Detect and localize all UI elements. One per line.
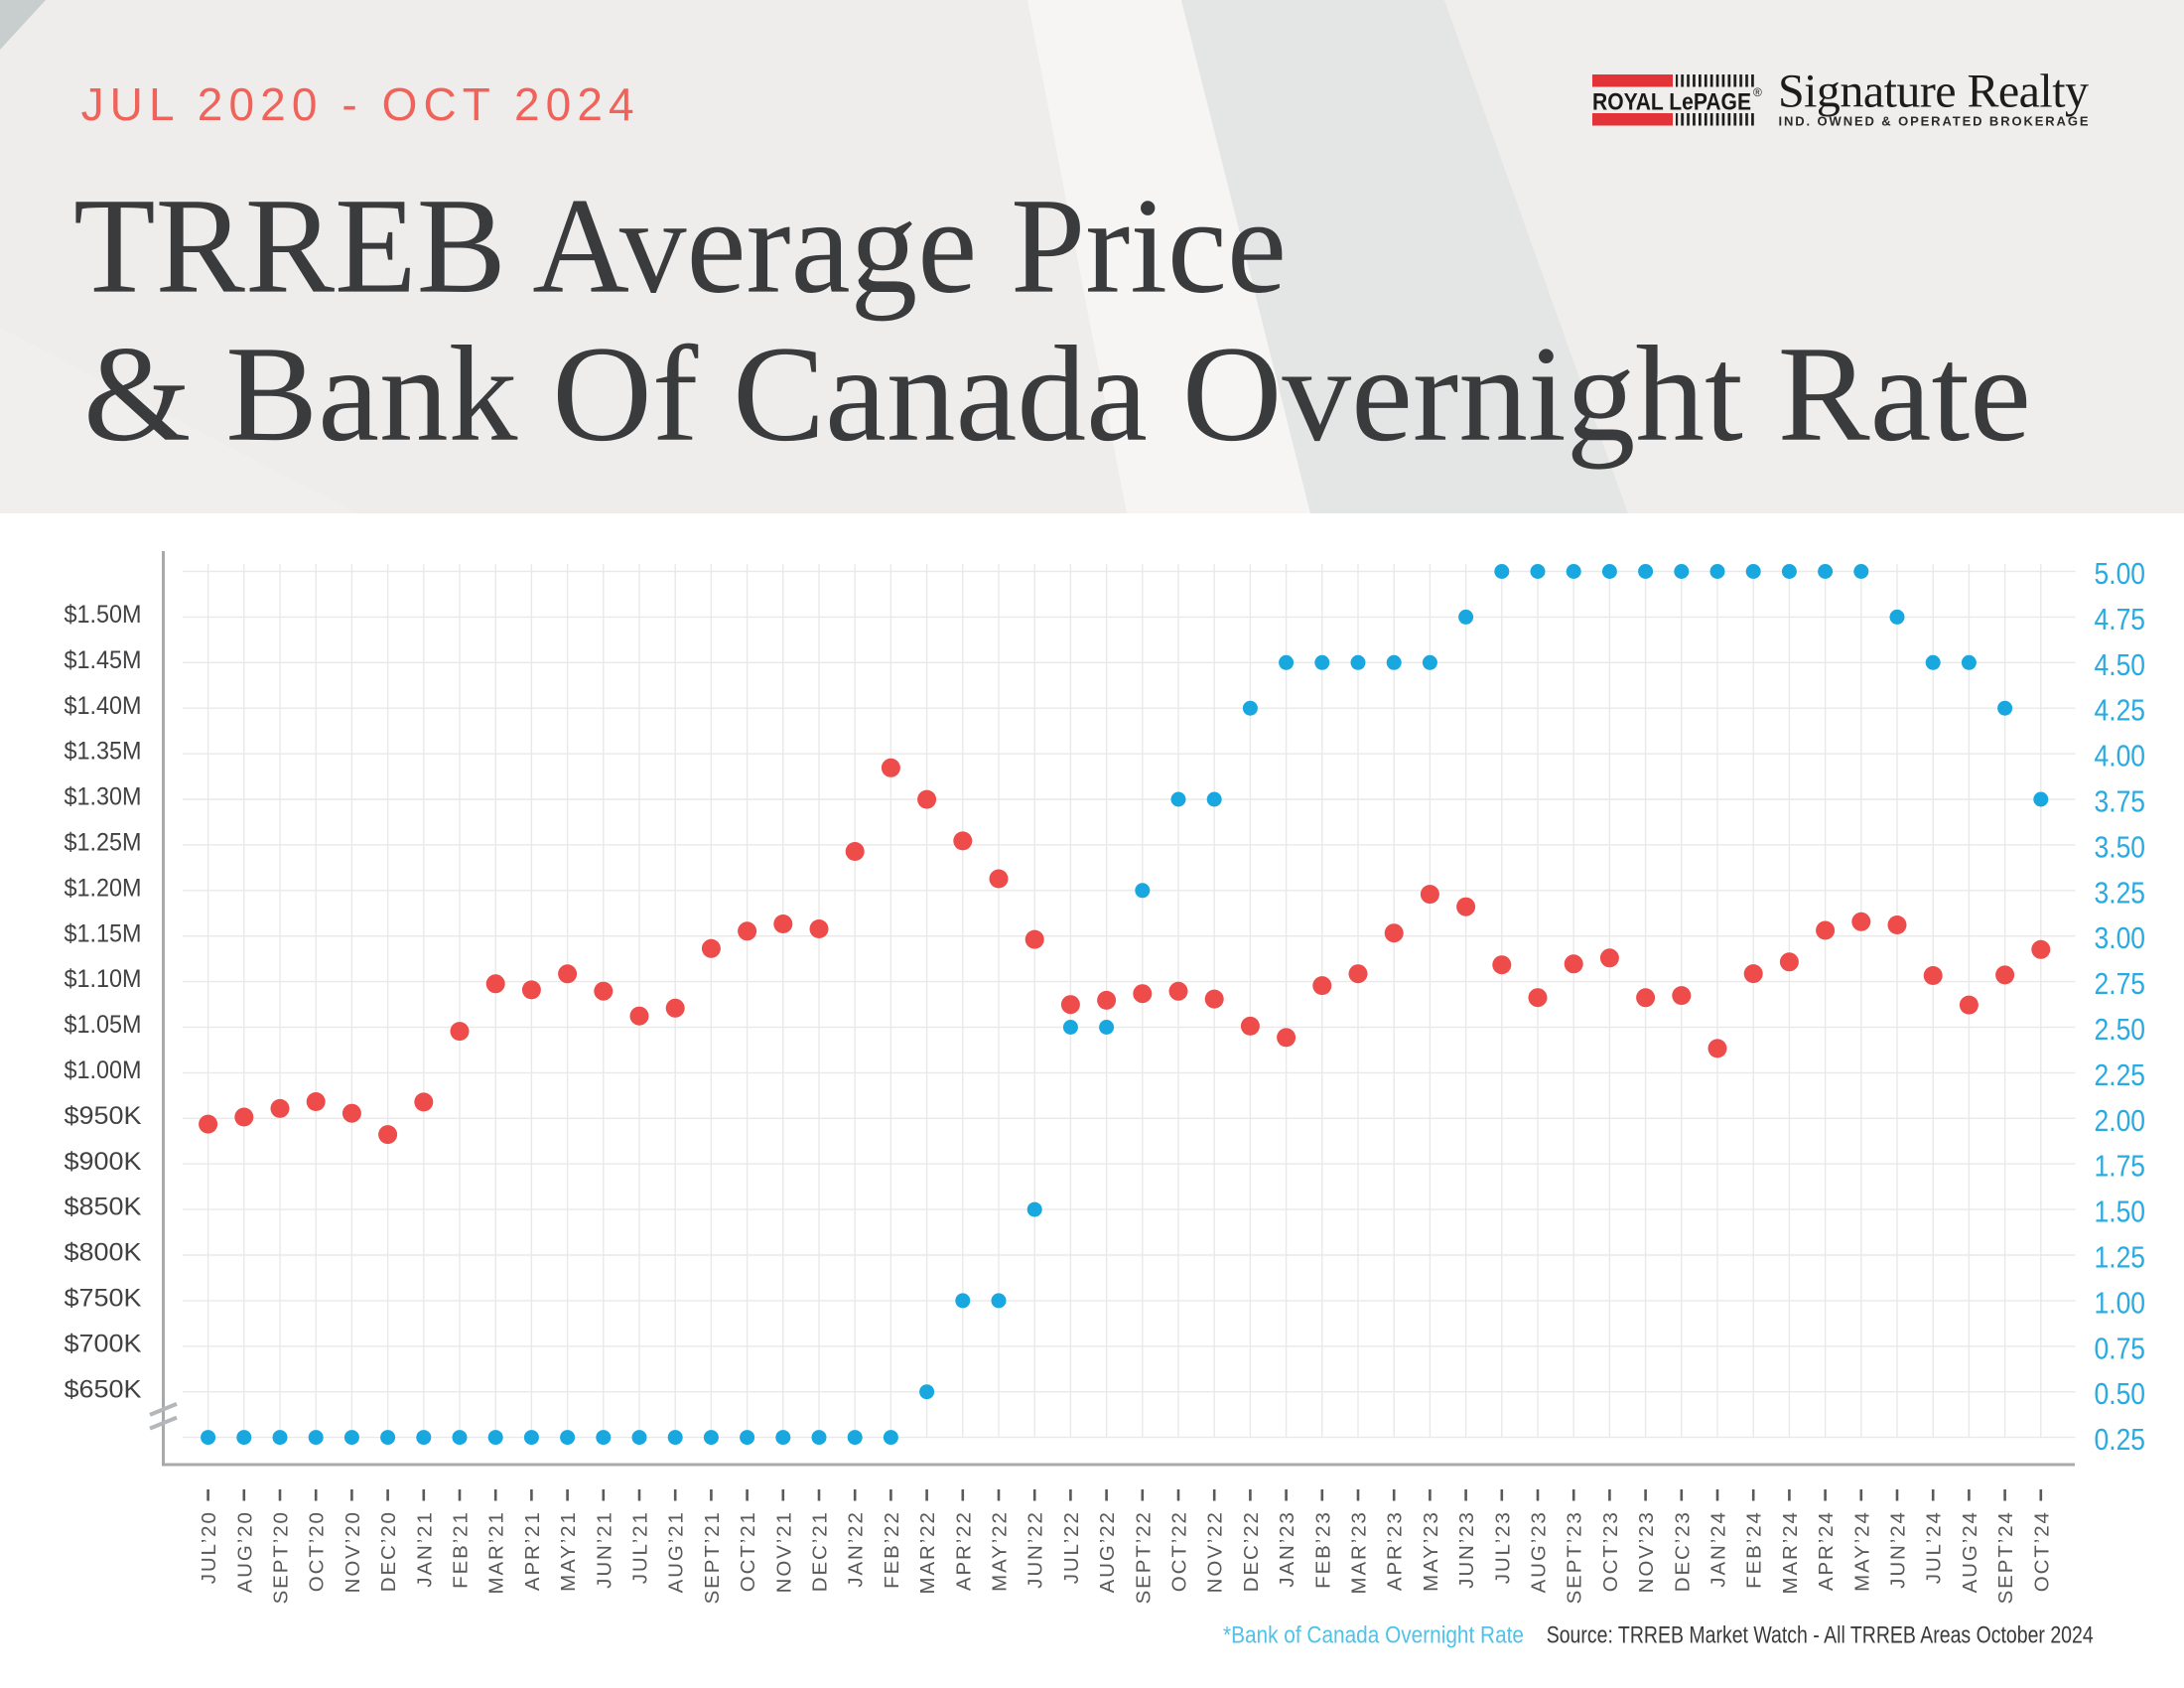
svg-text:IND. OWNED & OPERATED BROKERAG: IND. OWNED & OPERATED BROKERAGE	[1779, 114, 2089, 129]
svg-text:APR’23: APR’23	[1384, 1510, 1407, 1591]
svg-text:JUN’21: JUN’21	[593, 1510, 615, 1589]
svg-text:0.25: 0.25	[2095, 1423, 2146, 1457]
svg-text:JUL’23: JUL’23	[1491, 1510, 1514, 1584]
svg-text:$750K: $750K	[65, 1285, 142, 1313]
svg-text:OCT’24: OCT’24	[2030, 1510, 2053, 1592]
svg-text:NOV’22: NOV’22	[1204, 1510, 1227, 1593]
svg-text:JAN’23: JAN’23	[1276, 1510, 1298, 1588]
svg-text:AUG’22: AUG’22	[1096, 1510, 1119, 1593]
svg-text:$900K: $900K	[65, 1148, 142, 1176]
svg-text:1.50: 1.50	[2095, 1196, 2146, 1229]
svg-text:$1.25M: $1.25M	[65, 829, 142, 857]
svg-text:$1.40M: $1.40M	[65, 692, 142, 720]
svg-text:DEC’21: DEC’21	[809, 1510, 832, 1592]
svg-text:$1.30M: $1.30M	[65, 783, 142, 811]
svg-text:SEPT’20: SEPT’20	[270, 1510, 293, 1604]
svg-text:$700K: $700K	[65, 1330, 142, 1357]
svg-text:4.75: 4.75	[2095, 603, 2146, 636]
svg-text:FEB’22: FEB’22	[881, 1510, 903, 1589]
svg-text:MAY’23: MAY’23	[1420, 1510, 1442, 1592]
svg-text:1.25: 1.25	[2095, 1241, 2146, 1275]
svg-text:MAY’22: MAY’22	[989, 1510, 1012, 1592]
svg-text:AUG’23: AUG’23	[1528, 1510, 1551, 1593]
svg-text:JUL’22: JUL’22	[1060, 1510, 1083, 1584]
svg-text:3.50: 3.50	[2095, 830, 2146, 864]
svg-text:5.00: 5.00	[2095, 557, 2146, 591]
svg-text:$850K: $850K	[65, 1194, 142, 1221]
svg-text:$1.00M: $1.00M	[65, 1056, 142, 1084]
svg-text:*Bank of Canada Overnight Rate: *Bank of Canada Overnight Rate	[1223, 1622, 1524, 1649]
svg-text:3.75: 3.75	[2095, 785, 2146, 819]
svg-text:JAN’22: JAN’22	[845, 1510, 868, 1588]
svg-text:NOV’21: NOV’21	[772, 1510, 795, 1593]
svg-text:MAY’21: MAY’21	[557, 1510, 580, 1592]
svg-text:4.25: 4.25	[2095, 694, 2146, 728]
svg-text:2.75: 2.75	[2095, 967, 2146, 1001]
svg-text:0.50: 0.50	[2095, 1377, 2146, 1411]
svg-text:JUL’24: JUL’24	[1923, 1510, 1946, 1584]
svg-text:MAY’24: MAY’24	[1850, 1510, 1873, 1592]
svg-text:1.75: 1.75	[2095, 1150, 2146, 1184]
svg-text:MAR’23: MAR’23	[1348, 1510, 1371, 1594]
svg-text:SEPT’21: SEPT’21	[701, 1510, 724, 1604]
svg-text:DEC’23: DEC’23	[1671, 1510, 1694, 1592]
svg-text:JAN’21: JAN’21	[413, 1510, 436, 1588]
svg-text:OCT’23: OCT’23	[1599, 1510, 1622, 1592]
svg-text:AUG’24: AUG’24	[1959, 1510, 1981, 1593]
svg-text:2.25: 2.25	[2095, 1058, 2146, 1092]
svg-text:NOV’20: NOV’20	[341, 1510, 364, 1593]
svg-text:3.25: 3.25	[2095, 876, 2146, 910]
svg-text:JAN’24: JAN’24	[1707, 1510, 1730, 1588]
svg-text:$1.50M: $1.50M	[65, 601, 142, 629]
svg-text:FEB’21: FEB’21	[450, 1510, 473, 1589]
svg-text:$1.35M: $1.35M	[65, 738, 142, 766]
svg-text:APR’22: APR’22	[952, 1510, 975, 1591]
svg-text:$1.45M: $1.45M	[65, 646, 142, 674]
svg-text:SEPT’22: SEPT’22	[1132, 1510, 1155, 1604]
svg-text:JUL’21: JUL’21	[629, 1510, 652, 1584]
svg-text:JUN’24: JUN’24	[1887, 1510, 1910, 1589]
svg-text:2.50: 2.50	[2095, 1013, 2146, 1047]
svg-text:$1.05M: $1.05M	[65, 1011, 142, 1039]
svg-text:SEPT’24: SEPT’24	[1994, 1510, 2017, 1604]
svg-text:$650K: $650K	[65, 1375, 142, 1403]
svg-text:TRREB Average Price: TRREB Average Price	[73, 170, 1287, 322]
svg-text:SEPT’23: SEPT’23	[1564, 1510, 1586, 1604]
svg-text:APR’21: APR’21	[521, 1510, 544, 1591]
svg-text:JUN’23: JUN’23	[1455, 1510, 1478, 1589]
svg-text:MAR’24: MAR’24	[1779, 1510, 1802, 1594]
svg-text:APR’24: APR’24	[1815, 1510, 1838, 1591]
svg-text:OCT’22: OCT’22	[1168, 1510, 1191, 1592]
svg-text:Source: TRREB Market Watch - A: Source: TRREB Market Watch - All TRREB A…	[1547, 1622, 2094, 1649]
svg-text:3.00: 3.00	[2095, 921, 2146, 955]
svg-text:AUG’21: AUG’21	[665, 1510, 688, 1593]
svg-text:0.75: 0.75	[2095, 1332, 2146, 1365]
svg-text:DEC’22: DEC’22	[1240, 1510, 1263, 1592]
svg-text:$1.15M: $1.15M	[65, 919, 142, 947]
svg-text:& Bank Of Canada Overnight Rat: & Bank Of Canada Overnight Rate	[83, 318, 2031, 470]
svg-text:$800K: $800K	[65, 1239, 142, 1267]
svg-text:MAR’22: MAR’22	[916, 1510, 939, 1594]
svg-text:NOV’23: NOV’23	[1635, 1510, 1658, 1593]
svg-text:4.00: 4.00	[2095, 740, 2146, 774]
svg-text:JUN’22: JUN’22	[1024, 1510, 1047, 1589]
svg-text:Signature Realty: Signature Realty	[1778, 66, 2089, 118]
svg-text:®: ®	[1753, 85, 1762, 99]
svg-text:MAR’21: MAR’21	[485, 1510, 508, 1594]
svg-text:2.00: 2.00	[2095, 1104, 2146, 1138]
svg-text:OCT’20: OCT’20	[306, 1510, 329, 1592]
svg-text:DEC’20: DEC’20	[377, 1510, 400, 1592]
svg-text:OCT’21: OCT’21	[737, 1510, 759, 1592]
svg-text:AUG’20: AUG’20	[233, 1510, 256, 1593]
svg-text:ROYAL LePAGE: ROYAL LePAGE	[1592, 88, 1751, 115]
svg-text:FEB’23: FEB’23	[1311, 1510, 1334, 1589]
svg-text:$1.20M: $1.20M	[65, 874, 142, 902]
svg-text:4.50: 4.50	[2095, 648, 2146, 682]
svg-text:$1.10M: $1.10M	[65, 965, 142, 993]
svg-text:1.00: 1.00	[2095, 1286, 2146, 1320]
svg-text:FEB’24: FEB’24	[1743, 1510, 1766, 1589]
svg-text:JUL’20: JUL’20	[198, 1510, 220, 1584]
svg-text:$950K: $950K	[65, 1102, 142, 1130]
